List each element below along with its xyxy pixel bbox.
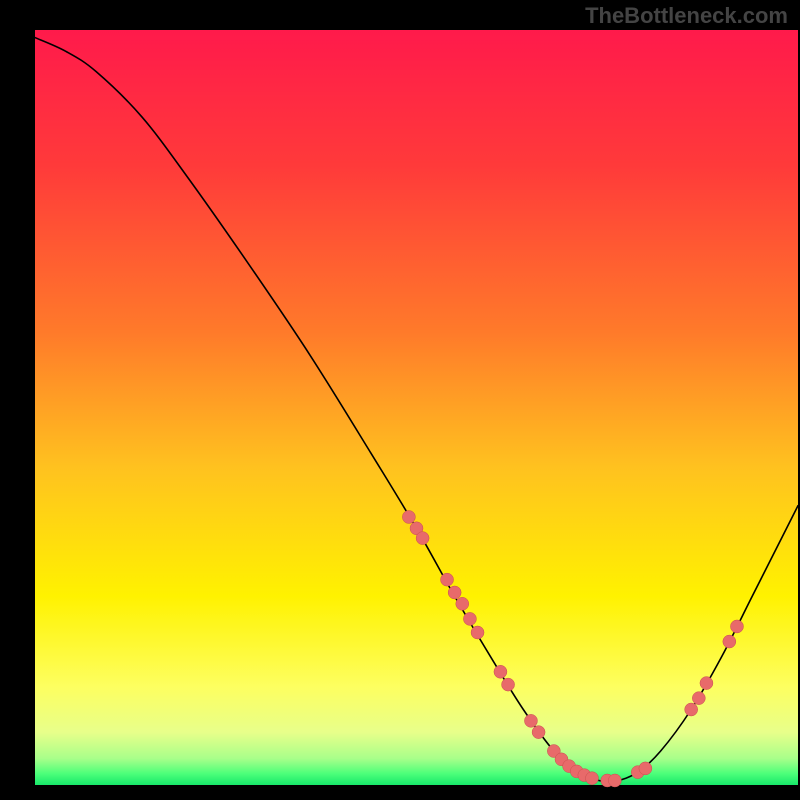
data-marker <box>448 586 461 599</box>
data-marker <box>463 612 476 625</box>
data-marker <box>685 703 698 716</box>
data-marker <box>639 762 652 775</box>
data-marker <box>416 532 429 545</box>
data-marker <box>471 626 484 639</box>
data-marker <box>524 714 537 727</box>
data-marker <box>730 620 743 633</box>
plot-background-gradient <box>35 30 798 785</box>
data-marker <box>608 774 621 787</box>
data-marker <box>692 692 705 705</box>
data-marker <box>402 510 415 523</box>
bottleneck-curve-chart <box>0 0 800 800</box>
data-marker <box>441 573 454 586</box>
watermark-label: TheBottleneck.com <box>585 3 788 29</box>
chart-container: TheBottleneck.com <box>0 0 800 800</box>
data-marker <box>585 772 598 785</box>
data-marker <box>494 665 507 678</box>
data-marker <box>723 635 736 648</box>
data-marker <box>532 726 545 739</box>
data-marker <box>456 597 469 610</box>
data-marker <box>700 677 713 690</box>
data-marker <box>502 678 515 691</box>
